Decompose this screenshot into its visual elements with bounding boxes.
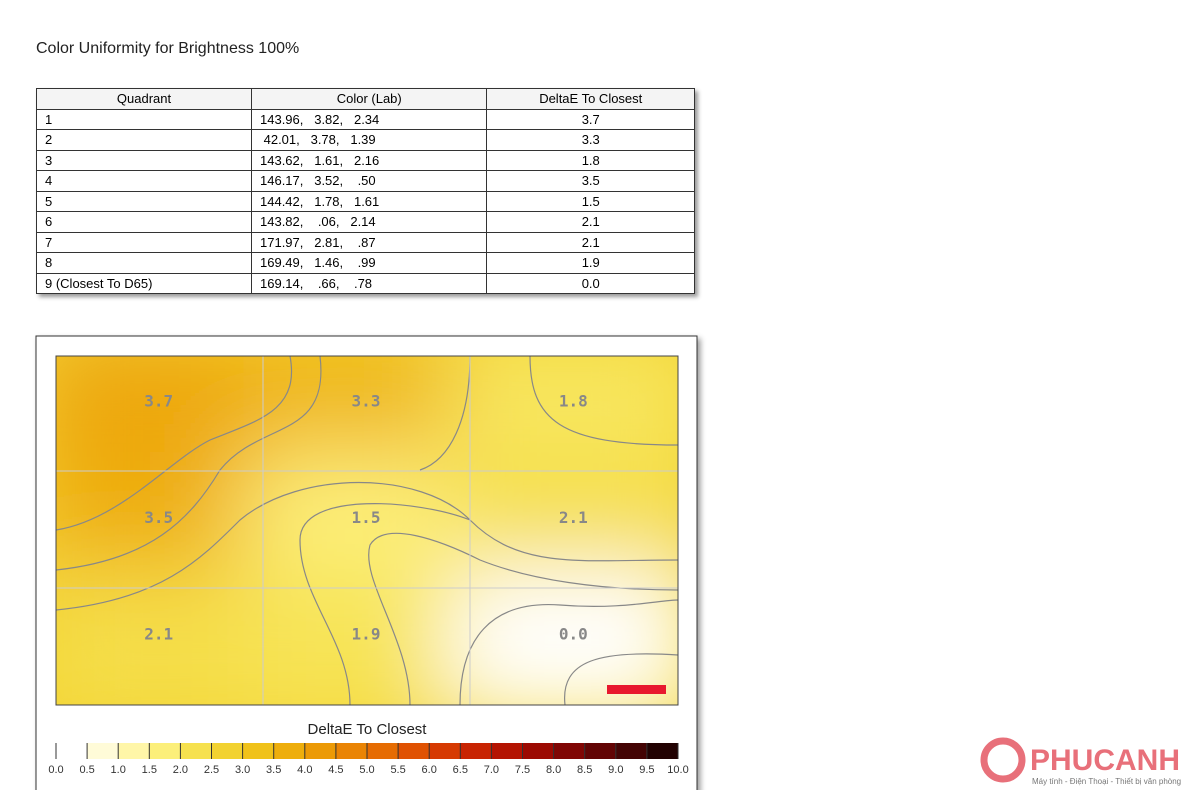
legend-swatch [304, 743, 336, 759]
table-row: 9 (Closest To D65) 169.14, .66, .78 0.0 [36, 272, 695, 294]
legend-swatch [367, 743, 399, 759]
table-cell: 2.1 [486, 211, 695, 233]
heatmap-cells [56, 356, 678, 705]
legend-swatch [56, 743, 88, 759]
legend-tick-label: 9.5 [639, 764, 654, 776]
table-cell: 143.82, .06, 2.14 [250, 211, 488, 233]
legend-tick-label: 2.5 [204, 764, 219, 776]
legend-tick-label: 3.0 [235, 764, 250, 776]
table-row: 2 42.01, 3.78, 1.39 3.3 [36, 129, 695, 151]
report-title: Color Uniformity for Brightness 100% [36, 40, 300, 57]
legend-tick-label: 10.0 [667, 764, 688, 776]
legend-swatch [460, 743, 492, 759]
cell-label: 1.8 [559, 392, 588, 411]
data-table: Quadrant Color (Lab) DeltaE To Closest 1 143… [36, 88, 695, 294]
column-header: DeltaE To Closest [486, 88, 695, 110]
marker [607, 685, 666, 694]
legend-tick-label: 4.0 [297, 764, 312, 776]
legend-tick-label: 8.5 [577, 764, 592, 776]
heat-cell [243, 568, 491, 705]
cell-label: 3.7 [144, 392, 173, 411]
table-cell: 0.0 [486, 272, 695, 294]
table-cell: 9 (Closest To D65) [36, 272, 252, 294]
legend-tick-label: 5.0 [359, 764, 374, 776]
legend-swatch [491, 743, 523, 759]
header-row: Quadrant Color (Lab) DeltaE To Closest [36, 88, 695, 110]
contours [56, 356, 678, 705]
legend-tick-label: 5.5 [390, 764, 405, 776]
legend-tick-label: 6.5 [453, 764, 468, 776]
cell-label: 3.3 [352, 392, 381, 411]
cell-label: 1.9 [352, 624, 381, 643]
cell-label: 3.5 [144, 508, 173, 527]
legend-swatch [87, 743, 119, 759]
legend-title: DeltaE To Closest [308, 721, 428, 738]
legend-tick-label: 3.5 [266, 764, 281, 776]
legend-tick-label: 0.0 [48, 764, 63, 776]
brand-logo [980, 737, 1026, 783]
legend-swatch [335, 743, 367, 759]
legend-tick-label: 1.5 [142, 764, 157, 776]
cell-label: 2.1 [559, 508, 588, 527]
grid [56, 356, 678, 705]
legend-swatch [398, 743, 430, 759]
cell-label: 0.0 [559, 624, 588, 643]
legend-tick-label: 7.5 [515, 764, 530, 776]
table-row: 6 143.82, .06, 2.14 2.1 [36, 211, 695, 233]
legend-swatch [180, 743, 212, 759]
tagline: Máy tính - Điện Thoại - Thiết bị văn phò… [1032, 777, 1181, 786]
legend-swatch [429, 743, 461, 759]
table-cell: 144.42, 1.78, 1.61 [250, 190, 488, 212]
legend-swatch [646, 743, 678, 759]
table-cell: 169.14, .66, .78 [250, 272, 488, 294]
legend-swatch [242, 743, 274, 759]
table-cell: 143.96, 3.82, 2.34 [250, 108, 488, 130]
legend-tick-label: 9.0 [608, 764, 623, 776]
legend-tick-label: 6.0 [422, 764, 437, 776]
column-header: Color (Lab) [250, 88, 488, 110]
table-row: 3 143.62, 1.61, 2.16 1.8 [36, 149, 695, 171]
legend-swatch [118, 743, 150, 759]
legend-tick-label: 1.0 [111, 764, 126, 776]
cell-label: 2.1 [144, 624, 173, 643]
heatmap: 3.7 3.3 1.8 3.5 1.5 2.1 2.1 1.9 0.0 [56, 356, 678, 705]
heat-cell [450, 568, 678, 705]
column-header: Quadrant [36, 88, 252, 110]
cell-label: 1.5 [352, 508, 381, 527]
plot-frame [55, 355, 679, 706]
cell-labels: 3.7 3.3 1.8 3.5 1.5 2.1 2.1 1.9 0.0 [144, 392, 588, 644]
legend-tick-label: 7.0 [484, 764, 499, 776]
legend-swatch [211, 743, 243, 759]
table-row: 5 144.42, 1.78, 1.61 1.5 [36, 190, 695, 212]
legend-swatch [584, 743, 616, 759]
legend-tick-label: 8.0 [546, 764, 561, 776]
legend-swatch [553, 743, 585, 759]
legend-tick-label: 2.0 [173, 764, 188, 776]
legend-tick-label: 0.5 [79, 764, 94, 776]
legend: 0.0 0.5 1.0 1.5 2.0 2.5 3.0 3.5 4.0 4.5 5.0 5.5 6.0 6… [48, 743, 689, 776]
brand: PHUCANH [1030, 744, 1180, 777]
legend-tick-label: 4.5 [328, 764, 343, 776]
legend-swatch [522, 743, 554, 759]
legend-swatch [615, 743, 647, 759]
legend-swatch [149, 743, 181, 759]
legend-swatch [273, 743, 305, 759]
